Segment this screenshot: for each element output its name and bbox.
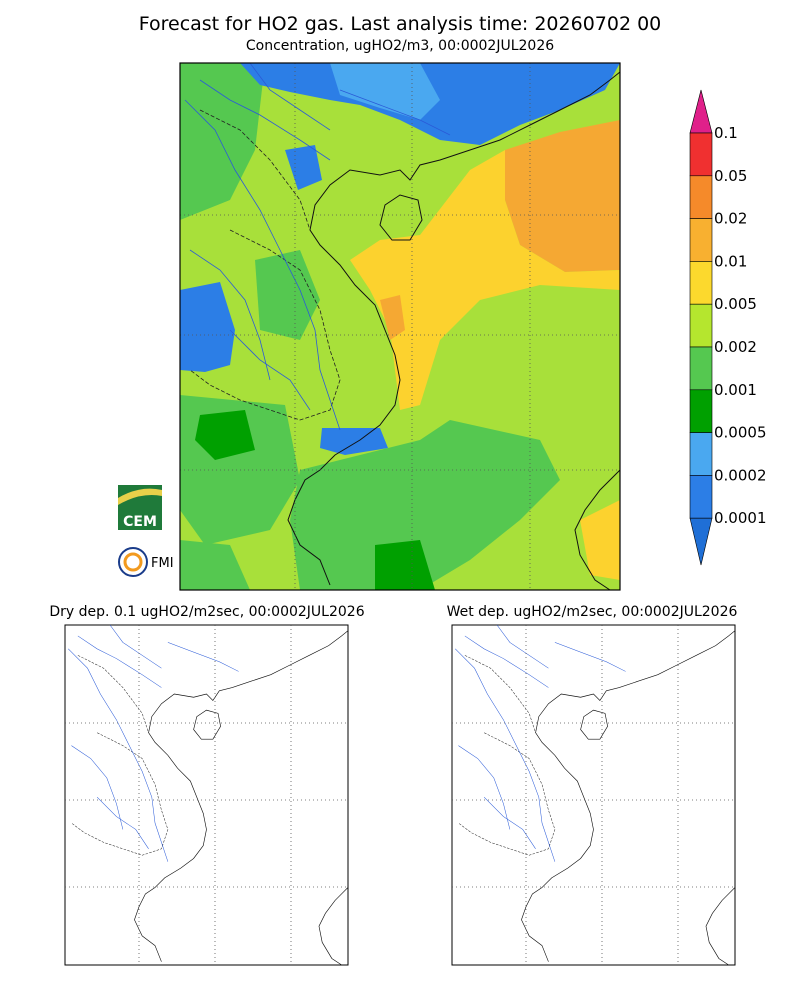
logo-text: FMI <box>151 556 174 571</box>
wet-deposition-map <box>451 624 736 966</box>
colorbar-cap <box>689 89 713 134</box>
colorbar-label: 0.05 <box>714 167 747 185</box>
subtitle: Concentration, ugHO2/m3, 00:0002JUL2026 <box>246 38 554 54</box>
colorbar-segment <box>689 475 713 519</box>
colorbar-segment <box>689 132 713 177</box>
colorbar-segment <box>689 389 713 433</box>
colorbar-label: 0.005 <box>714 295 757 313</box>
map-frame <box>179 62 621 591</box>
logo-text: CEM <box>123 514 157 530</box>
colorbar-segment <box>689 346 713 391</box>
colorbar-label: 0.0005 <box>714 424 767 442</box>
colorbar-label: 0.02 <box>714 210 747 228</box>
colorbar-segment <box>689 261 713 305</box>
colorbar-segment <box>689 303 713 348</box>
colorbar-segment <box>689 218 713 262</box>
fmi-logo: FMI <box>118 547 174 577</box>
colorbar-label: 0.01 <box>714 252 747 270</box>
concentration-map <box>180 63 620 590</box>
dry-deposition-map <box>64 624 349 966</box>
colorbar-segment <box>689 175 713 219</box>
title: Forecast for HO2 gas. Last analysis time… <box>139 13 662 35</box>
colorbar-label: 0.1 <box>714 124 738 142</box>
panel-title: Wet dep. ugHO2/m2sec, 00:0002JUL2026 <box>447 604 738 620</box>
cem-logo: CEM <box>118 485 162 530</box>
colorbar-cap <box>689 517 713 566</box>
colorbar-label: 0.001 <box>714 381 757 399</box>
colorbar: 0.1 0.05 0.02 0.01 0.005 0.002 0.001 0.0005 0.00… <box>689 89 767 566</box>
colorbar-label: 0.002 <box>714 338 757 356</box>
colorbar-label: 0.0001 <box>714 509 767 527</box>
colorbar-segment <box>689 432 713 476</box>
panel-title: Dry dep. 0.1 ugHO2/m2sec, 00:0002JUL2026 <box>49 604 364 620</box>
colorbar-label: 0.0002 <box>714 466 767 484</box>
